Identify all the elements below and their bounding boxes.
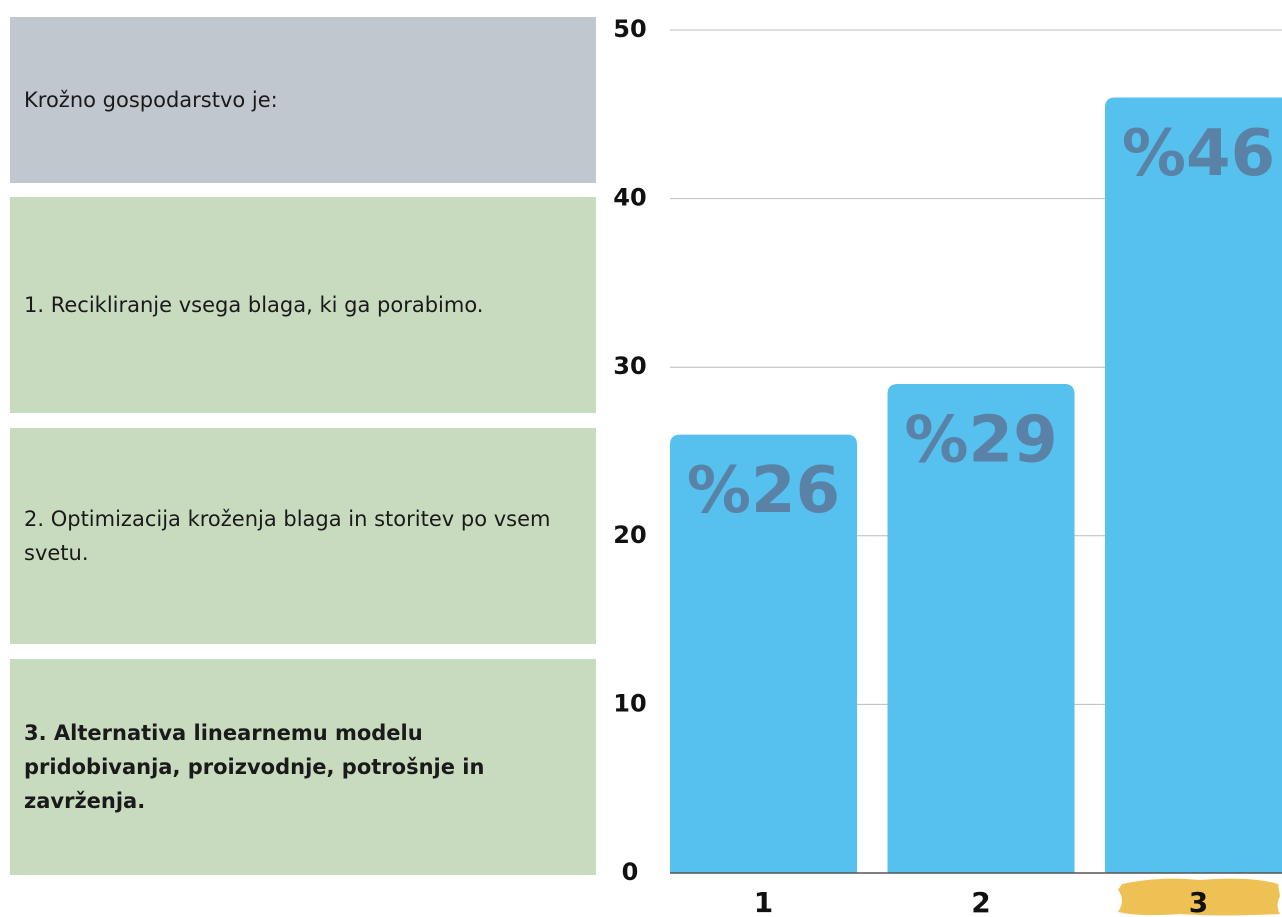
option: 1. Recikliranje vsega blaga, ki ga porab… <box>24 293 484 317</box>
x-tick-label: 1 <box>754 886 773 917</box>
option: 3. Alternativa linearnemu modelu pridobi… <box>24 721 485 813</box>
option-box: 3. Alternativa linearnemu modelu pridobi… <box>10 659 596 875</box>
y-tick-label: 40 <box>613 184 646 212</box>
y-tick-label: 20 <box>613 521 646 549</box>
option-box: 1. Recikliranje vsega blaga, ki ga porab… <box>10 197 596 413</box>
value-label: %26 <box>687 454 840 528</box>
question-box: Krožno gospodarstvo je: <box>10 17 596 183</box>
y-tick-label: 50 <box>613 15 646 43</box>
y-tick-label: 30 <box>613 352 646 380</box>
option: 2. Optimizacija kroženja blaga in storit… <box>24 507 551 565</box>
value-label: %46 <box>1122 117 1275 191</box>
bar <box>1105 97 1282 873</box>
x-tick-label: 2 <box>971 886 990 917</box>
x-tick-label: 3 <box>1189 886 1208 917</box>
bar <box>670 434 857 873</box>
value-label: %29 <box>904 404 1057 478</box>
question: Krožno gospodarstvo je: <box>24 88 278 112</box>
option-box: 2. Optimizacija kroženja blaga in storit… <box>10 428 596 644</box>
bar <box>887 384 1075 873</box>
y-tick-label: 10 <box>613 689 646 717</box>
y-tick-label: 0 <box>622 858 639 886</box>
highlight-brush <box>1118 878 1280 916</box>
